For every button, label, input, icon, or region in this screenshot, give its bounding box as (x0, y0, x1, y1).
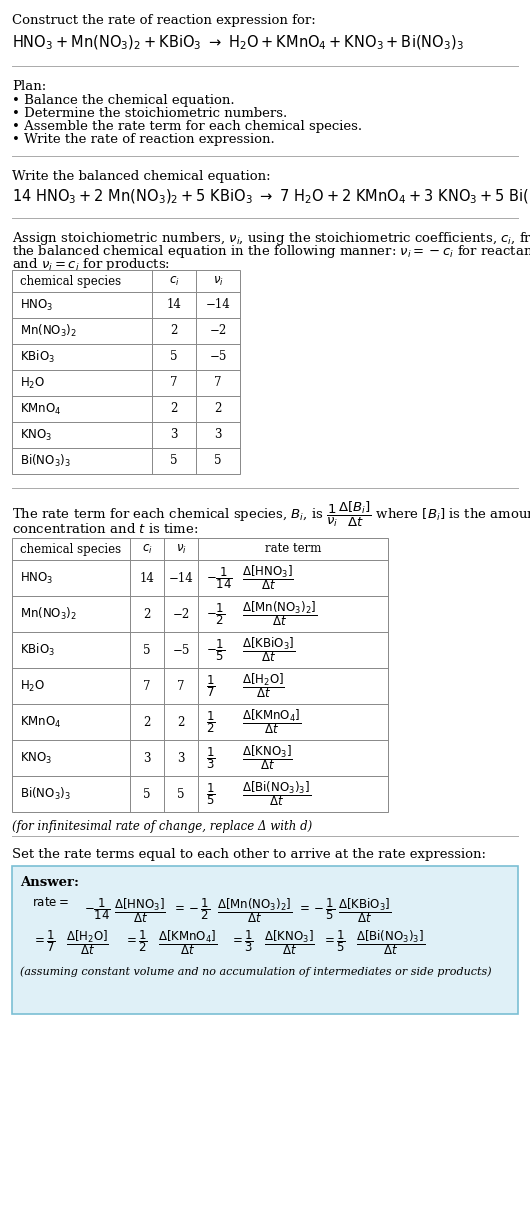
Text: −14: −14 (206, 298, 231, 312)
Text: $\mathrm{rate} = $: $\mathrm{rate} = $ (32, 896, 69, 908)
Text: $\dfrac{\Delta[\mathregular{Bi(NO_3)_3}]}{\Delta t}$: $\dfrac{\Delta[\mathregular{Bi(NO_3)_3}]… (242, 779, 311, 808)
Text: 3: 3 (214, 429, 222, 441)
Text: $= \dfrac{1}{2}$: $= \dfrac{1}{2}$ (124, 928, 148, 953)
Text: 5: 5 (143, 788, 151, 801)
Text: $\dfrac{\Delta[\mathregular{KMnO_4}]}{\Delta t}$: $\dfrac{\Delta[\mathregular{KMnO_4}]}{\D… (158, 928, 217, 957)
Text: −2: −2 (172, 608, 190, 621)
Text: and $\nu_i = c_i$ for products:: and $\nu_i = c_i$ for products: (12, 256, 170, 273)
Text: 14: 14 (139, 571, 154, 585)
Text: $\dfrac{\Delta[\mathregular{KBiO_3}]}{\Delta t}$: $\dfrac{\Delta[\mathregular{KBiO_3}]}{\D… (242, 635, 295, 664)
Text: chemical species: chemical species (20, 274, 121, 288)
Text: $= -\dfrac{1}{2}$: $= -\dfrac{1}{2}$ (172, 896, 210, 922)
Text: 2: 2 (170, 402, 178, 416)
Text: 5: 5 (170, 350, 178, 364)
Text: 3: 3 (143, 751, 151, 765)
Text: $\mathregular{Bi(NO_3)_3}$: $\mathregular{Bi(NO_3)_3}$ (20, 453, 71, 469)
Text: $\mathregular{Mn(NO_3)_2}$: $\mathregular{Mn(NO_3)_2}$ (20, 606, 77, 622)
Text: 7: 7 (143, 679, 151, 692)
Text: $\nu_i$: $\nu_i$ (213, 274, 224, 288)
Text: 2: 2 (178, 715, 184, 728)
Text: concentration and $t$ is time:: concentration and $t$ is time: (12, 522, 198, 536)
Text: chemical species: chemical species (20, 542, 121, 556)
Text: rate term: rate term (265, 542, 321, 556)
Text: $\dfrac{\Delta[\mathregular{Mn(NO_3)_2}]}{\Delta t}$: $\dfrac{\Delta[\mathregular{Mn(NO_3)_2}]… (217, 896, 293, 925)
Text: $\mathregular{KNO_3}$: $\mathregular{KNO_3}$ (20, 428, 52, 442)
Text: the balanced chemical equation in the following manner: $\nu_i = -c_i$ for react: the balanced chemical equation in the fo… (12, 243, 530, 260)
Text: (for infinitesimal rate of change, replace Δ with d): (for infinitesimal rate of change, repla… (12, 820, 312, 834)
Text: 2: 2 (214, 402, 222, 416)
Text: 3: 3 (177, 751, 185, 765)
Text: $-\dfrac{1}{14}$: $-\dfrac{1}{14}$ (84, 896, 111, 922)
Text: • Determine the stoichiometric numbers.: • Determine the stoichiometric numbers. (12, 108, 287, 120)
Text: $\mathregular{14\ HNO_3 + 2\ Mn(NO_3)_2 + 5\ KBiO_3}$$\ \rightarrow\ $$\mathregu: $\mathregular{14\ HNO_3 + 2\ Mn(NO_3)_2 … (12, 188, 530, 207)
Text: $-\dfrac{1}{14}$: $-\dfrac{1}{14}$ (206, 565, 233, 591)
Text: $\mathregular{KMnO_4}$: $\mathregular{KMnO_4}$ (20, 714, 61, 730)
Text: $c_i$: $c_i$ (142, 542, 152, 556)
Text: 5: 5 (214, 454, 222, 467)
Text: $= \dfrac{1}{7}$: $= \dfrac{1}{7}$ (32, 928, 56, 953)
Text: 7: 7 (214, 377, 222, 389)
Bar (12, 866, 518, 1014)
Text: 14: 14 (166, 298, 181, 312)
Text: 5: 5 (143, 644, 151, 656)
Text: $c_i$: $c_i$ (169, 274, 179, 288)
Text: 2: 2 (170, 325, 178, 337)
Text: $\mathregular{HNO_3}$: $\mathregular{HNO_3}$ (20, 297, 54, 313)
Text: $\dfrac{1}{7}$: $\dfrac{1}{7}$ (206, 673, 216, 699)
Text: Plan:: Plan: (12, 80, 46, 93)
Text: $\dfrac{\Delta[\mathregular{HNO_3}]}{\Delta t}$: $\dfrac{\Delta[\mathregular{HNO_3}]}{\De… (242, 564, 294, 592)
Text: Answer:: Answer: (20, 876, 79, 889)
Text: $\mathregular{KMnO_4}$: $\mathregular{KMnO_4}$ (20, 401, 61, 417)
Text: $\dfrac{1}{5}$: $\dfrac{1}{5}$ (206, 782, 216, 807)
Text: $= \dfrac{1}{3}$: $= \dfrac{1}{3}$ (230, 928, 254, 953)
Text: $\mathregular{Mn(NO_3)_2}$: $\mathregular{Mn(NO_3)_2}$ (20, 323, 77, 339)
Text: 7: 7 (170, 377, 178, 389)
Text: −5: −5 (172, 644, 190, 656)
Text: $= \dfrac{1}{5}$: $= \dfrac{1}{5}$ (322, 928, 346, 953)
Text: 5: 5 (177, 788, 185, 801)
Text: 2: 2 (143, 608, 151, 621)
Bar (12, 538, 388, 812)
Text: $\mathregular{HNO_3}$: $\mathregular{HNO_3}$ (20, 570, 54, 586)
Text: • Balance the chemical equation.: • Balance the chemical equation. (12, 94, 235, 108)
Text: $\mathregular{KBiO_3}$: $\mathregular{KBiO_3}$ (20, 641, 55, 658)
Text: $-\dfrac{1}{2}$: $-\dfrac{1}{2}$ (206, 602, 225, 627)
Text: Write the balanced chemical equation:: Write the balanced chemical equation: (12, 170, 271, 182)
Text: $\mathregular{KBiO_3}$: $\mathregular{KBiO_3}$ (20, 349, 55, 365)
Text: $= -\dfrac{1}{5}$: $= -\dfrac{1}{5}$ (297, 896, 335, 922)
Text: $\mathregular{Bi(NO_3)_3}$: $\mathregular{Bi(NO_3)_3}$ (20, 786, 71, 802)
Text: $\dfrac{\Delta[\mathregular{KNO_3}]}{\Delta t}$: $\dfrac{\Delta[\mathregular{KNO_3}]}{\De… (264, 928, 315, 957)
Text: $\dfrac{\Delta[\mathregular{H_2O}]}{\Delta t}$: $\dfrac{\Delta[\mathregular{H_2O}]}{\Del… (66, 928, 109, 957)
Text: −2: −2 (209, 325, 227, 337)
Text: (assuming constant volume and no accumulation of intermediates or side products): (assuming constant volume and no accumul… (20, 966, 492, 976)
Text: $\dfrac{1}{3}$: $\dfrac{1}{3}$ (206, 745, 216, 771)
Text: • Assemble the rate term for each chemical species.: • Assemble the rate term for each chemic… (12, 120, 362, 133)
Text: $\nu_i$: $\nu_i$ (175, 542, 187, 556)
Text: $\dfrac{\Delta[\mathregular{KNO_3}]}{\Delta t}$: $\dfrac{\Delta[\mathregular{KNO_3}]}{\De… (242, 744, 293, 772)
Text: 2: 2 (143, 715, 151, 728)
Text: 3: 3 (170, 429, 178, 441)
Text: $\mathregular{KNO_3}$: $\mathregular{KNO_3}$ (20, 750, 52, 766)
Text: • Write the rate of reaction expression.: • Write the rate of reaction expression. (12, 133, 275, 146)
Text: $\mathregular{H_2O}$: $\mathregular{H_2O}$ (20, 679, 45, 693)
Text: $\dfrac{\Delta[\mathregular{Bi(NO_3)_3}]}{\Delta t}$: $\dfrac{\Delta[\mathregular{Bi(NO_3)_3}]… (356, 928, 425, 957)
Text: $\dfrac{\Delta[\mathregular{HNO_3}]}{\Delta t}$: $\dfrac{\Delta[\mathregular{HNO_3}]}{\De… (114, 896, 166, 925)
Text: Set the rate terms equal to each other to arrive at the rate expression:: Set the rate terms equal to each other t… (12, 848, 486, 861)
Text: $\dfrac{1}{2}$: $\dfrac{1}{2}$ (206, 709, 216, 734)
Text: Assign stoichiometric numbers, $\nu_i$, using the stoichiometric coefficients, $: Assign stoichiometric numbers, $\nu_i$, … (12, 230, 530, 246)
Text: $\dfrac{\Delta[\mathregular{KBiO_3}]}{\Delta t}$: $\dfrac{\Delta[\mathregular{KBiO_3}]}{\D… (338, 896, 391, 925)
Text: −14: −14 (169, 571, 193, 585)
Text: Construct the rate of reaction expression for:: Construct the rate of reaction expressio… (12, 14, 316, 27)
Text: $\mathregular{H_2O}$: $\mathregular{H_2O}$ (20, 376, 45, 390)
Text: $-\dfrac{1}{5}$: $-\dfrac{1}{5}$ (206, 637, 225, 663)
Text: −5: −5 (209, 350, 227, 364)
Text: 5: 5 (170, 454, 178, 467)
Text: 7: 7 (177, 679, 185, 692)
Text: $\dfrac{\Delta[\mathregular{KMnO_4}]}{\Delta t}$: $\dfrac{\Delta[\mathregular{KMnO_4}]}{\D… (242, 708, 302, 737)
Text: $\mathregular{HNO_3 + Mn(NO_3)_2 + KBiO_3}$$\ \rightarrow\ $$\mathregular{H_2O +: $\mathregular{HNO_3 + Mn(NO_3)_2 + KBiO_… (12, 34, 464, 52)
Text: $\dfrac{\Delta[\mathregular{Mn(NO_3)_2}]}{\Delta t}$: $\dfrac{\Delta[\mathregular{Mn(NO_3)_2}]… (242, 599, 317, 628)
Text: $\dfrac{\Delta[\mathregular{H_2O}]}{\Delta t}$: $\dfrac{\Delta[\mathregular{H_2O}]}{\Del… (242, 672, 285, 701)
Bar (12, 271, 240, 474)
Text: The rate term for each chemical species, $B_i$, is $\dfrac{1}{\nu_i}\dfrac{\Delt: The rate term for each chemical species,… (12, 500, 530, 529)
